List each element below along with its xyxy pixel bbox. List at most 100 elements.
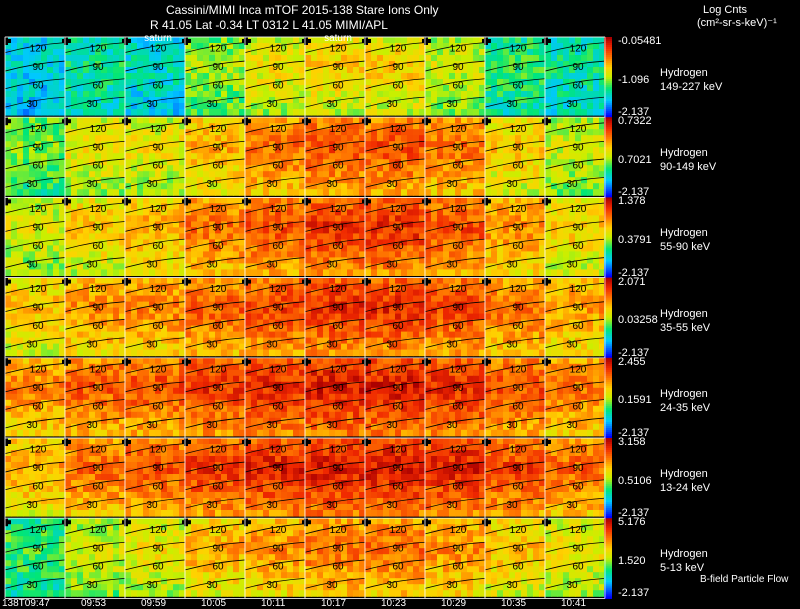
heatmap-cell: [131, 283, 138, 291]
heatmap-cell: [545, 135, 552, 142]
heatmap-cell: [227, 147, 234, 154]
colorbar-segment: [604, 105, 612, 108]
colorbar-segment: [604, 183, 612, 186]
heatmap-cell: [563, 227, 570, 234]
heatmap-cell: [227, 91, 234, 98]
heatmap-cell: [269, 277, 276, 285]
heatmap-cell: [557, 215, 564, 222]
heatmap-cell: [575, 37, 582, 44]
heatmap-cell: [125, 245, 132, 252]
heatmap-cell: [341, 221, 348, 228]
heatmap-cell: [239, 55, 246, 62]
heatmap-cell: [581, 153, 588, 160]
heatmap-cell: [179, 203, 186, 210]
heatmap-cell: [35, 79, 42, 86]
heatmap-cell: [365, 79, 372, 86]
heatmap-cell: [557, 61, 564, 68]
heatmap-cell: [383, 117, 390, 124]
heatmap-cell: [557, 97, 564, 104]
heatmap-cell: [551, 37, 558, 44]
heatmap-cell: [365, 153, 372, 160]
heatmap-cell: [227, 189, 234, 196]
heatmap-cell: [317, 209, 324, 216]
heatmap-cell: [89, 147, 96, 154]
heatmap-cell: [155, 349, 162, 357]
heatmap-cell: [449, 49, 456, 56]
heatmap-cell: [197, 203, 204, 210]
heatmap-cell: [335, 103, 342, 110]
heatmap-cell: [257, 129, 264, 136]
heatmap-cell: [557, 183, 564, 190]
heatmap-cell: [299, 239, 306, 246]
heatmap-cell: [17, 135, 24, 142]
heatmap-cell: [35, 215, 42, 222]
heatmap-cell: [95, 49, 102, 56]
heatmap-cell: [173, 85, 180, 92]
heatmap-cell: [329, 189, 336, 196]
heatmap-cell: [335, 197, 342, 204]
contour-label: 60: [512, 81, 524, 92]
heatmap-cell: [131, 277, 138, 285]
heatmap-cell: [365, 215, 372, 222]
heatmap-cell: [389, 245, 396, 252]
heatmap-cell: [557, 67, 564, 74]
heatmap-cell: [311, 183, 318, 190]
heatmap-cell: [125, 313, 132, 321]
heatmap-cell: [227, 289, 234, 297]
heatmap-cell: [197, 215, 204, 222]
heatmap-cell: [497, 135, 504, 142]
heatmap-cell: [419, 215, 426, 222]
heatmap-cell: [83, 43, 90, 50]
heatmap-cell: [317, 67, 324, 74]
contour-label: 30: [26, 259, 38, 270]
contour-line: [124, 176, 186, 188]
heatmap-cell: [5, 239, 12, 246]
heatmap-cell: [455, 103, 462, 110]
heatmap-cell: [89, 117, 96, 124]
heatmap-cell: [137, 43, 144, 50]
colorbar-segment: [604, 275, 612, 279]
heatmap-cell: [293, 251, 300, 258]
heatmap-cell: [167, 283, 174, 291]
colorbar-segment: [604, 103, 612, 106]
contour-line: [184, 60, 246, 72]
heatmap-cell: [137, 153, 144, 160]
heatmap-cell: [47, 91, 54, 98]
heatmap-cell: [533, 67, 540, 74]
heatmap-cell: [263, 171, 270, 178]
heatmap-cell: [89, 269, 96, 276]
heatmap-cell: [77, 91, 84, 98]
heatmap-cell: [521, 203, 528, 210]
heatmap-cell: [227, 319, 234, 327]
heatmap-cell: [155, 165, 162, 172]
contour-line: [304, 140, 366, 152]
heatmap-cell: [353, 97, 360, 104]
heatmap-cell: [497, 123, 504, 130]
colorbar-segment: [604, 257, 612, 261]
heatmap-cell: [29, 295, 36, 303]
heatmap-cell: [299, 109, 306, 116]
heatmap-cell: [287, 189, 294, 196]
heatmap-cell: [167, 159, 174, 166]
heatmap-cell: [581, 171, 588, 178]
heatmap-cell: [545, 215, 552, 222]
heatmap-cell: [221, 123, 228, 130]
heatmap-cell: [575, 203, 582, 210]
heatmap-cell: [467, 209, 474, 216]
heatmap-cell: [587, 257, 594, 264]
contour-line: [244, 221, 306, 232]
heatmap-cell: [323, 159, 330, 166]
colorbar-segment: [604, 101, 612, 104]
heatmap-cell: [179, 209, 186, 216]
heatmap-cell: [221, 73, 228, 80]
heatmap-cell: [569, 129, 576, 136]
heatmap-cell: [467, 215, 474, 222]
heatmap-cell: [119, 147, 126, 154]
heatmap-cell: [257, 307, 264, 315]
colorbar-segment: [604, 265, 612, 269]
heatmap-cell: [521, 209, 528, 216]
heatmap-cell: [575, 79, 582, 86]
heatmap-cell: [521, 269, 528, 276]
heatmap-cell: [113, 147, 120, 154]
heatmap-cell: [575, 153, 582, 160]
